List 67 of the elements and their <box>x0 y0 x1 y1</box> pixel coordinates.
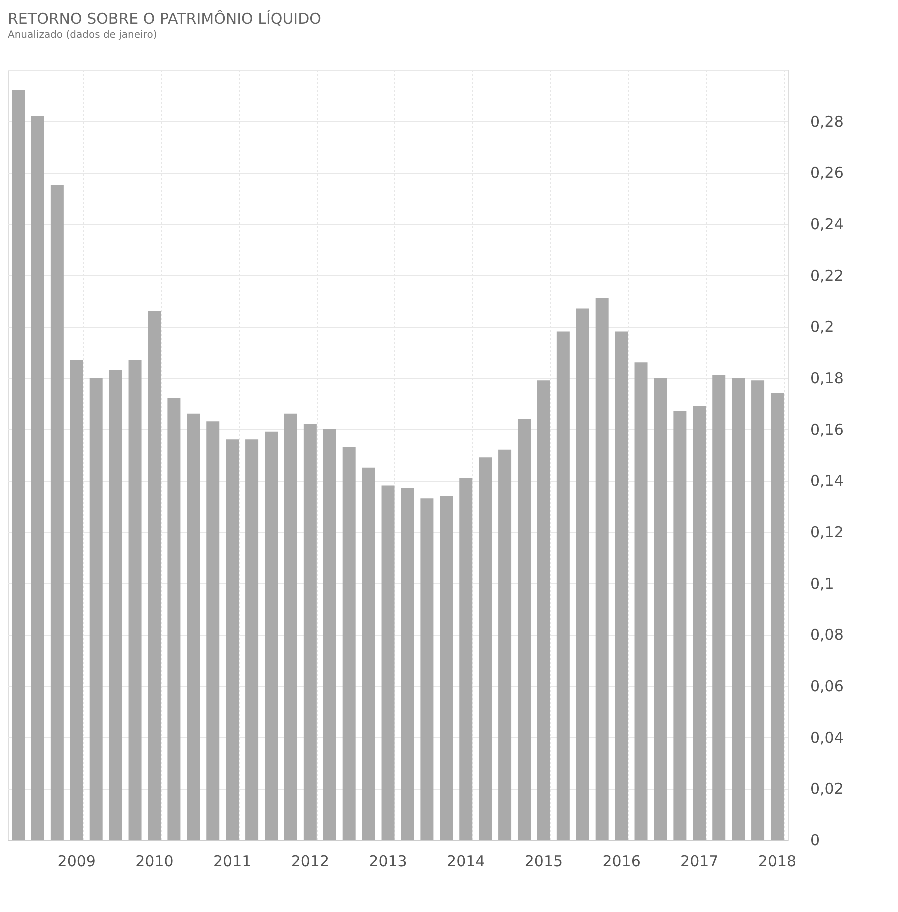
bar <box>246 440 259 840</box>
bar <box>265 432 278 840</box>
bar <box>615 332 628 840</box>
x-tick-label: 2013 <box>369 852 408 870</box>
bar <box>752 380 765 840</box>
y-tick-label: 0,26 <box>810 164 844 182</box>
x-tick-label: 2011 <box>213 852 252 870</box>
bar <box>382 486 395 840</box>
bar <box>596 298 609 840</box>
bar <box>770 393 784 840</box>
x-tick-label: 2009 <box>58 852 96 870</box>
bar <box>732 378 746 840</box>
y-tick-label: 0,04 <box>810 728 844 747</box>
y-tick-label: 0,2 <box>810 318 834 336</box>
bar <box>304 424 317 840</box>
bar <box>12 90 26 840</box>
bar <box>128 360 142 840</box>
bar <box>712 375 726 840</box>
bar <box>440 496 454 840</box>
bar <box>556 332 570 840</box>
bar <box>634 362 648 840</box>
bar <box>576 308 590 840</box>
x-tick-label: 2014 <box>447 852 486 870</box>
bar <box>362 468 376 840</box>
bar <box>693 406 706 840</box>
y-tick-label: 0,1 <box>810 574 834 593</box>
bar <box>168 398 181 840</box>
x-tick-label: 2017 <box>680 852 719 870</box>
y-tick-label: 0,02 <box>810 780 844 798</box>
bar <box>342 447 356 840</box>
y-tick-label: 0,14 <box>810 472 844 490</box>
bar <box>90 378 103 840</box>
y-tick-label: 0,22 <box>810 266 844 285</box>
bar <box>537 380 550 840</box>
bar <box>109 370 122 840</box>
y-tick-label: 0 <box>810 832 820 850</box>
bar <box>206 422 220 840</box>
bar <box>654 378 668 840</box>
bar <box>674 411 687 840</box>
bar <box>187 414 200 840</box>
chart-title: RETORNO SOBRE O PATRIMÔNIO LÍQUIDO <box>8 10 322 28</box>
y-tick-label: 0,18 <box>810 370 844 388</box>
x-tick-label: 2015 <box>524 852 564 870</box>
bar <box>479 458 492 840</box>
bar <box>420 498 434 840</box>
bar <box>323 429 336 840</box>
y-tick-label: 0,12 <box>810 524 844 542</box>
bar <box>401 488 414 840</box>
x-tick-label: 2012 <box>291 852 330 870</box>
x-tick-label: 2018 <box>758 852 797 870</box>
bar <box>148 311 162 840</box>
x-tick-label: 2016 <box>602 852 641 870</box>
bar <box>498 450 512 840</box>
bar <box>518 419 531 840</box>
bar <box>50 186 64 840</box>
bar <box>31 116 44 840</box>
y-tick-label: 0,06 <box>810 678 844 696</box>
y-tick-label: 0,08 <box>810 626 844 644</box>
bar <box>70 360 84 840</box>
bar <box>460 478 473 840</box>
y-tick-label: 0,24 <box>810 216 844 234</box>
y-tick-label: 0,16 <box>810 420 844 439</box>
bar <box>226 440 240 840</box>
chart-subtitle: Anualizado (dados de janeiro) <box>8 30 158 41</box>
x-tick-label: 2010 <box>136 852 174 870</box>
bar <box>284 414 298 840</box>
y-tick-label: 0,28 <box>810 112 844 131</box>
